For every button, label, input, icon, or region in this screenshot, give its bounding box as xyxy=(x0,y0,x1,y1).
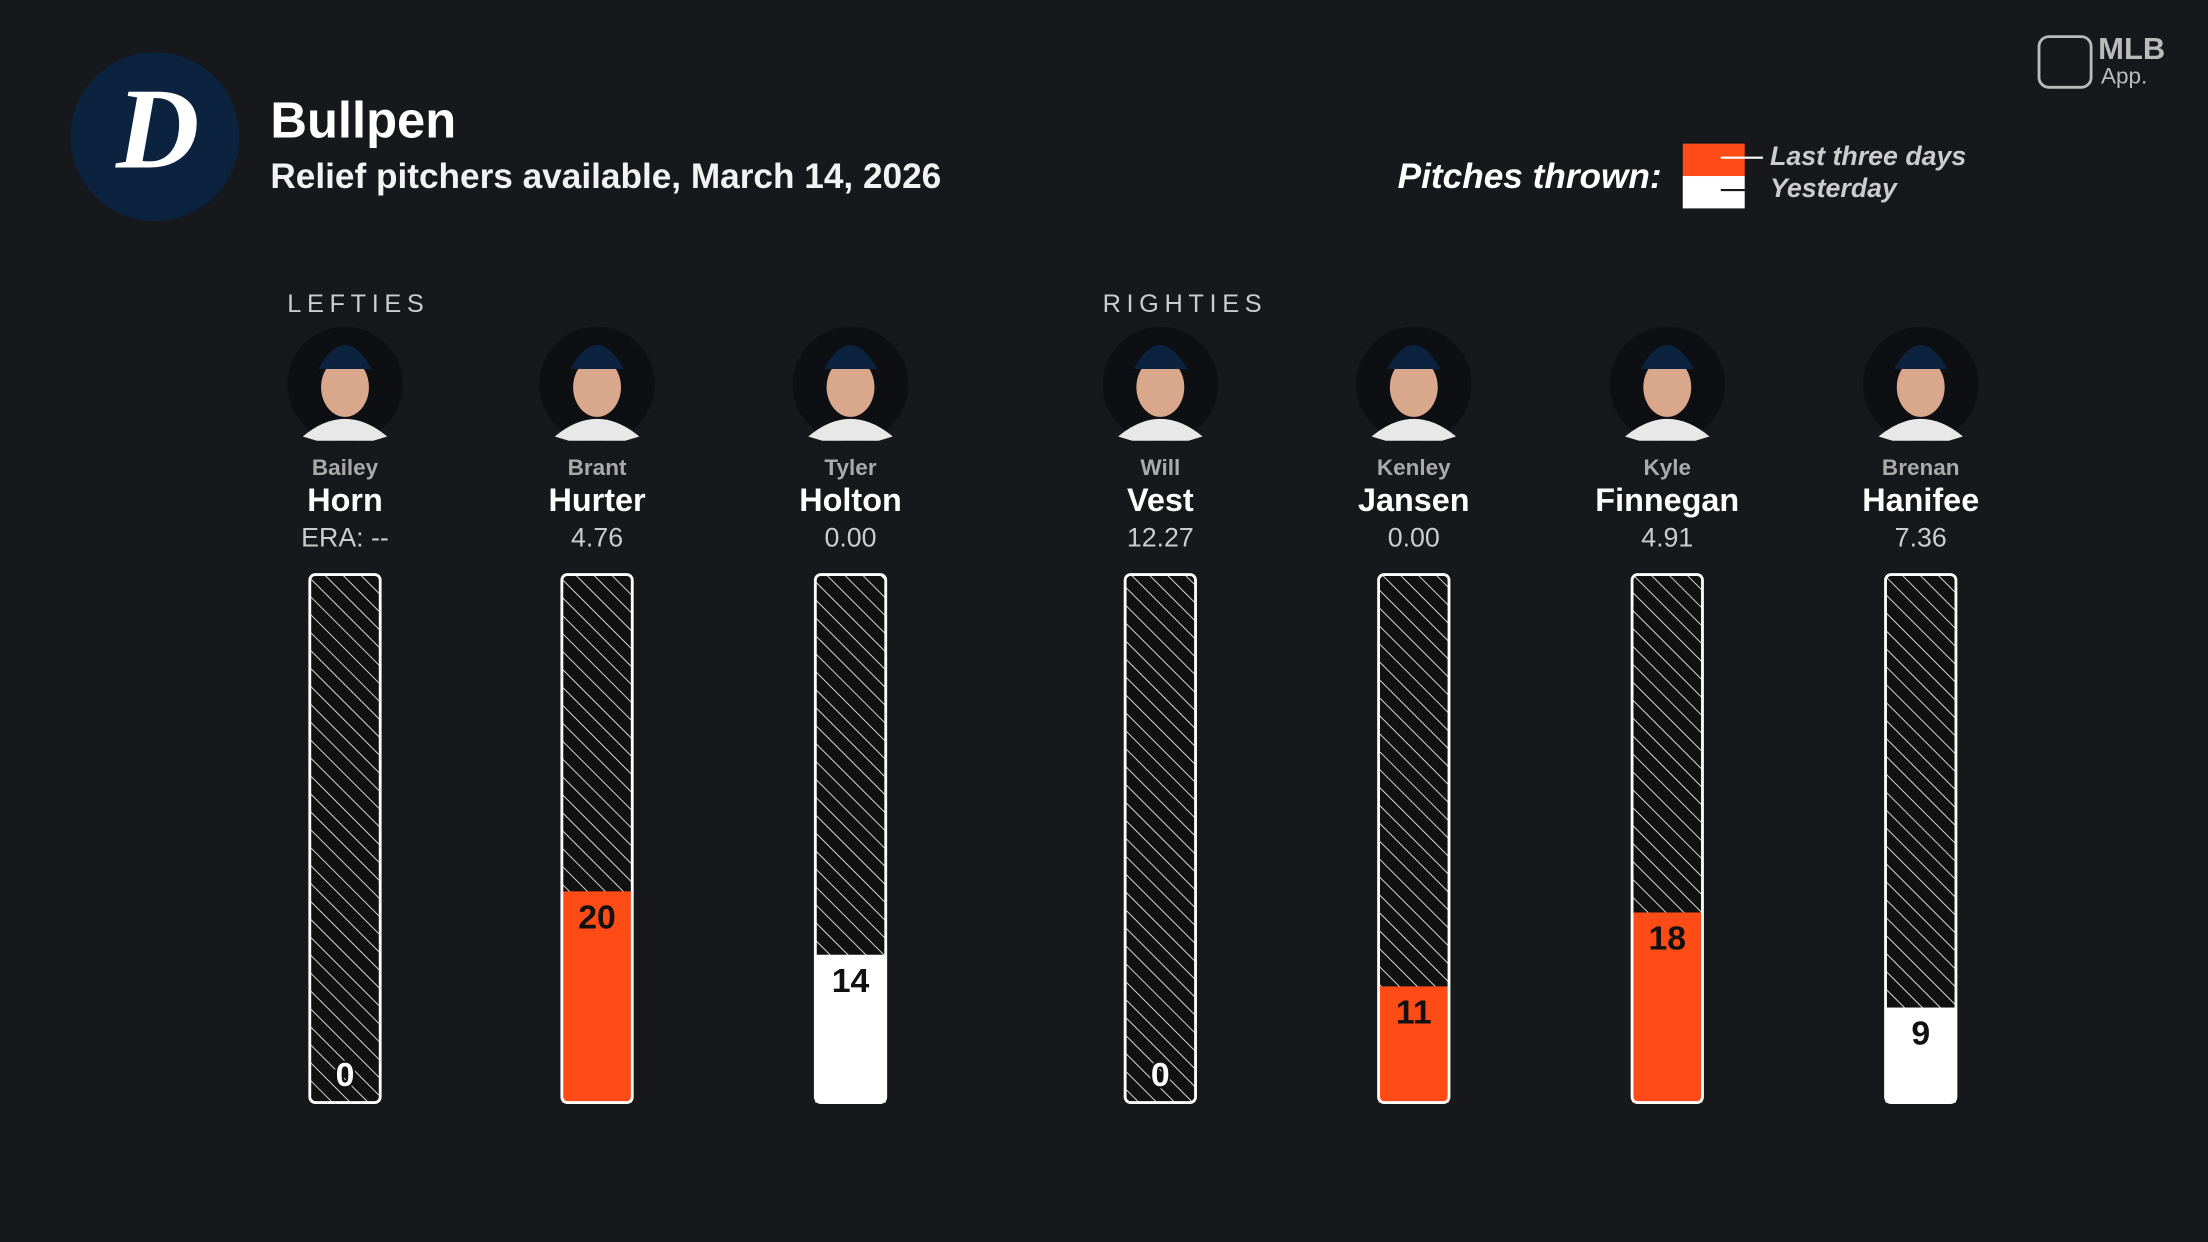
headshot-face xyxy=(1643,357,1692,417)
headshot-cap xyxy=(1133,345,1188,369)
bar xyxy=(561,891,633,1103)
bar-value-label: 0 xyxy=(336,1056,355,1094)
bar-outline xyxy=(1884,573,1958,1104)
bar xyxy=(815,954,886,1103)
bar-outline xyxy=(1630,573,1704,1104)
player-last: Hurter xyxy=(548,482,646,518)
bar-outline xyxy=(308,573,382,1104)
bar-track xyxy=(1378,574,1449,1103)
headshot-body xyxy=(808,418,893,441)
headshot-face xyxy=(826,357,875,417)
bar-value-label: 14 xyxy=(832,962,870,1000)
player-era: 0.00 xyxy=(824,522,876,552)
team-logo: D xyxy=(115,64,199,192)
player-first: Kyle xyxy=(1643,455,1691,480)
bar xyxy=(1378,986,1449,1103)
player-first: Brenan xyxy=(1882,455,1960,480)
player-first: Kenley xyxy=(1377,455,1451,480)
headshot-body xyxy=(302,418,388,441)
player-era: 12.27 xyxy=(1127,522,1194,552)
bar-outline xyxy=(813,573,888,1104)
legend-label: Yesterday xyxy=(1770,173,1898,203)
bar-value-label: 0 xyxy=(1151,1056,1170,1094)
chart-title: Bullpen xyxy=(270,91,456,148)
bar xyxy=(1632,912,1703,1103)
bar-value-label: 18 xyxy=(1648,920,1686,958)
brand-icon xyxy=(2037,35,2093,89)
bar-outline xyxy=(560,573,634,1104)
player-last: Vest xyxy=(1127,482,1194,518)
headshot-body xyxy=(1371,418,1457,441)
headshot-cap xyxy=(1387,345,1441,369)
player-first: Tyler xyxy=(824,455,876,480)
headshot-cap xyxy=(570,345,624,369)
headshot-body xyxy=(1878,418,1963,441)
player-last: Jansen xyxy=(1358,482,1470,518)
player-last: Horn xyxy=(307,482,383,518)
team-logo-circle xyxy=(70,52,240,222)
bar-track xyxy=(1125,574,1196,1103)
headshot-face xyxy=(1136,357,1185,417)
player-era: 7.36 xyxy=(1895,522,1947,552)
headshot-face xyxy=(1389,357,1438,417)
group-label: RIGHTIES xyxy=(1103,290,1268,318)
headshot-face xyxy=(321,357,369,417)
bar-outline xyxy=(1123,573,1197,1104)
player-era: ERA: -- xyxy=(301,522,389,552)
legend-swatch xyxy=(1682,143,1745,177)
group-label: LEFTIES xyxy=(287,290,429,318)
bar-track xyxy=(1885,574,1956,1103)
headshot-body xyxy=(1625,418,1710,441)
brand-sub: App. xyxy=(2101,63,2147,88)
headshot-body xyxy=(1118,418,1203,441)
chart-subtitle: Relief pitchers available, March 14, 202… xyxy=(270,157,941,196)
player-last: Finnegan xyxy=(1595,482,1739,518)
headshot-cap xyxy=(1640,345,1695,369)
bar-value-label: 20 xyxy=(578,898,616,936)
legend-swatch xyxy=(1682,176,1745,209)
bar xyxy=(1885,1007,1956,1103)
legend-label: Last three days xyxy=(1770,141,1966,171)
player-last: Hanifee xyxy=(1862,482,1979,518)
headshot-cap xyxy=(823,345,878,369)
brand: MLB xyxy=(2098,31,2165,66)
player-first: Will xyxy=(1140,455,1180,480)
player-first: Bailey xyxy=(312,455,379,480)
headshot-body xyxy=(554,418,640,441)
player-last: Holton xyxy=(799,482,901,518)
legend-title: Pitches thrown: xyxy=(1398,157,1662,196)
bar-track xyxy=(309,574,381,1103)
player-era: 4.76 xyxy=(571,522,623,552)
headshot-cap xyxy=(1893,345,1948,369)
player-first: Brant xyxy=(568,455,627,480)
headshot-cap xyxy=(318,345,372,369)
headshot-face xyxy=(1896,357,1945,417)
player-era: 4.91 xyxy=(1641,522,1693,552)
bar-outline xyxy=(1377,573,1451,1104)
bar-value-label: 9 xyxy=(1911,1015,1930,1053)
player-era: 0.00 xyxy=(1388,522,1440,552)
headshot-face xyxy=(573,357,621,417)
bar-value-label: 11 xyxy=(1396,994,1432,1032)
